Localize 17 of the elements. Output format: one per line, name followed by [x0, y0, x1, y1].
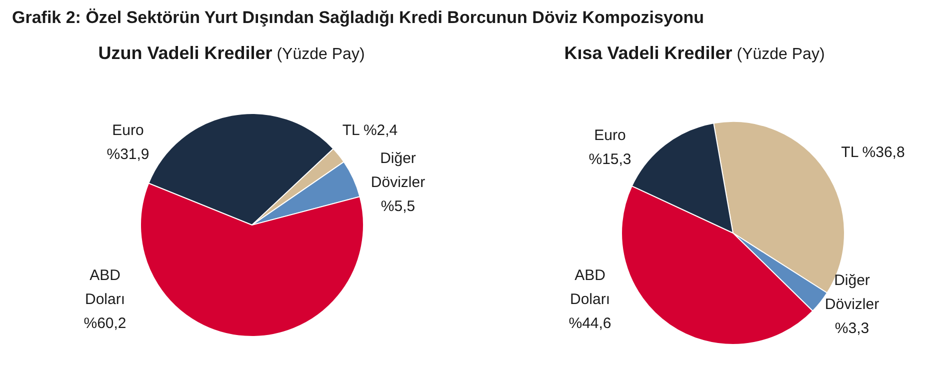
data-label: %44,6 [568, 315, 612, 332]
data-label: %60,2 [84, 315, 126, 332]
slice-label: Diğer Dövizler [370, 150, 426, 192]
slice-label: Euro [112, 122, 144, 140]
data-label: %5,5 [380, 198, 416, 216]
chart-title: Grafik 2: Özel Sektörün Yurt Dışından Sağladığı Kredi Borcunun Döviz Kompozisyonu [11, 7, 706, 29]
chart-subtitle: Uzun Vadeli Krediler (Yüzde Pay) [98, 43, 365, 63]
slice-label: Diğer Dövizler [824, 272, 880, 314]
slice-label: Euro [594, 127, 626, 144]
data-label: %3,3 [834, 320, 870, 338]
slice-label: ABD Doları [570, 267, 610, 308]
data-label: %15,3 [588, 151, 632, 168]
slice-label: TL %36,8 [841, 144, 905, 162]
slice-label: TL %2,4 [342, 122, 398, 140]
data-label: %31,9 [106, 146, 150, 164]
slice-label: ABD Doları [84, 267, 126, 308]
chart-subtitle: Kısa Vadeli Krediler (Yüzde Pay) [564, 43, 825, 63]
